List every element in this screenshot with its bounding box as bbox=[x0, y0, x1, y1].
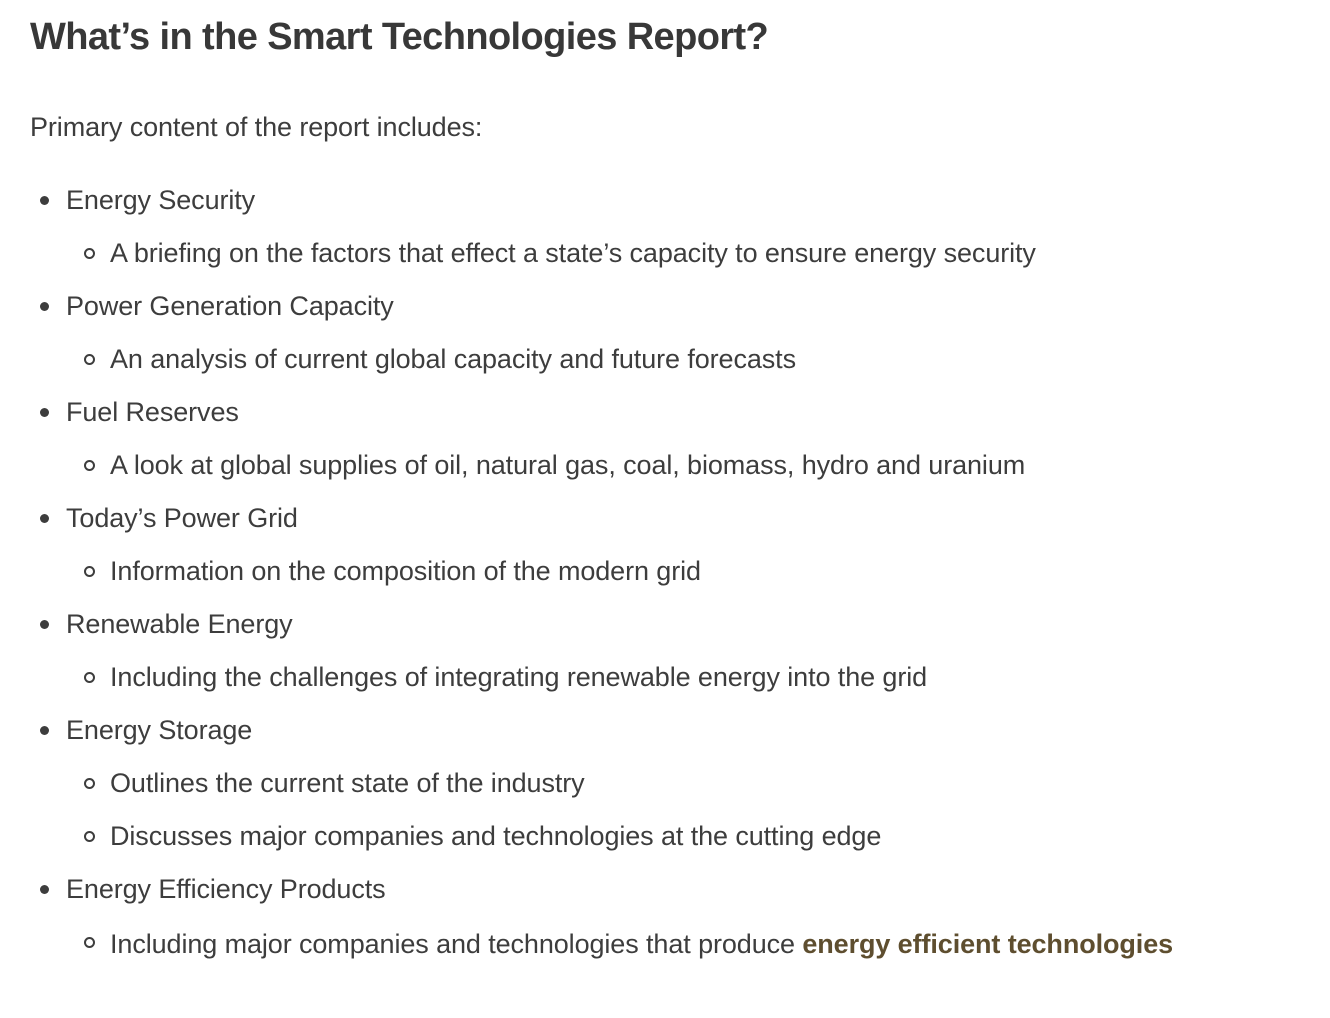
list-item-label: Power Generation Capacity bbox=[66, 290, 394, 321]
list-item-label: Renewable Energy bbox=[66, 608, 293, 639]
list-subitem-text: Discusses major companies and technologi… bbox=[110, 820, 882, 851]
bullet-circle-icon bbox=[84, 830, 95, 842]
list-subitem-text-plain: Including major companies and technologi… bbox=[110, 928, 803, 959]
list-subitem: A look at global supplies of oil, natura… bbox=[0, 448, 1246, 483]
list-subitem: An analysis of current global capacity a… bbox=[0, 342, 1246, 377]
bullet-circle-icon bbox=[84, 247, 95, 259]
content-list: Energy Security A briefing on the factor… bbox=[0, 183, 1330, 963]
bullet-circle-icon bbox=[84, 777, 95, 789]
page-title: What’s in the Smart Technologies Report? bbox=[30, 16, 769, 58]
list-item-power-generation-capacity: Power Generation Capacity bbox=[0, 289, 1246, 324]
list-item-energy-security: Energy Security bbox=[0, 183, 1246, 218]
list-subitem: A briefing on the factors that effect a … bbox=[0, 236, 1246, 271]
list-item-energy-storage: Energy Storage bbox=[0, 713, 1246, 748]
list-subitem: Including the challenges of integrating … bbox=[0, 660, 1246, 695]
list-subitem-text: A look at global supplies of oil, natura… bbox=[110, 449, 1026, 480]
bullet-circle-icon bbox=[84, 671, 95, 683]
bullet-circle-icon bbox=[84, 353, 95, 365]
list-item-label: Energy Storage bbox=[66, 714, 253, 745]
list-subitem: Discusses major companies and technologi… bbox=[0, 819, 1246, 854]
bullet-circle-icon bbox=[84, 459, 95, 471]
list-item-energy-efficiency-products: Energy Efficiency Products bbox=[0, 872, 1246, 907]
list-item-fuel-reserves: Fuel Reserves bbox=[0, 395, 1246, 430]
list-subitem: Information on the composition of the mo… bbox=[0, 554, 1246, 589]
list-subitem-text: Including the challenges of integrating … bbox=[110, 661, 928, 692]
bullet-disc-icon bbox=[40, 725, 49, 735]
list-subitem-text: Information on the composition of the mo… bbox=[110, 555, 701, 586]
bullet-disc-icon bbox=[40, 301, 49, 311]
list-subitem: Including major companies and technologi… bbox=[0, 925, 1246, 963]
bullet-circle-icon bbox=[84, 936, 95, 948]
list-item-renewable-energy: Renewable Energy bbox=[0, 607, 1246, 642]
list-item-label: Energy Security bbox=[66, 184, 256, 215]
list-item-label: Energy Efficiency Products bbox=[66, 873, 386, 904]
bullet-disc-icon bbox=[40, 513, 49, 523]
list-subitem-text: Outlines the current state of the indust… bbox=[110, 767, 585, 798]
intro-text: Primary content of the report includes: bbox=[30, 111, 483, 142]
list-subitem-text: A briefing on the factors that effect a … bbox=[110, 237, 1036, 268]
list-item-label: Fuel Reserves bbox=[66, 396, 239, 427]
energy-efficient-technologies-link[interactable]: energy efficient technologies bbox=[802, 928, 1174, 959]
bullet-disc-icon bbox=[40, 195, 49, 205]
bullet-disc-icon bbox=[40, 407, 49, 417]
list-item-todays-power-grid: Today’s Power Grid bbox=[0, 501, 1246, 536]
list-subitem-text: Including major companies and technologi… bbox=[110, 925, 1246, 963]
bullet-disc-icon bbox=[40, 884, 49, 894]
list-subitem: Outlines the current state of the indust… bbox=[0, 766, 1246, 801]
list-subitem-text: An analysis of current global capacity a… bbox=[110, 343, 796, 374]
report-content-page: What’s in the Smart Technologies Report?… bbox=[0, 16, 1330, 963]
bullet-circle-icon bbox=[84, 565, 95, 577]
bullet-disc-icon bbox=[40, 619, 49, 629]
list-item-label: Today’s Power Grid bbox=[66, 502, 298, 533]
